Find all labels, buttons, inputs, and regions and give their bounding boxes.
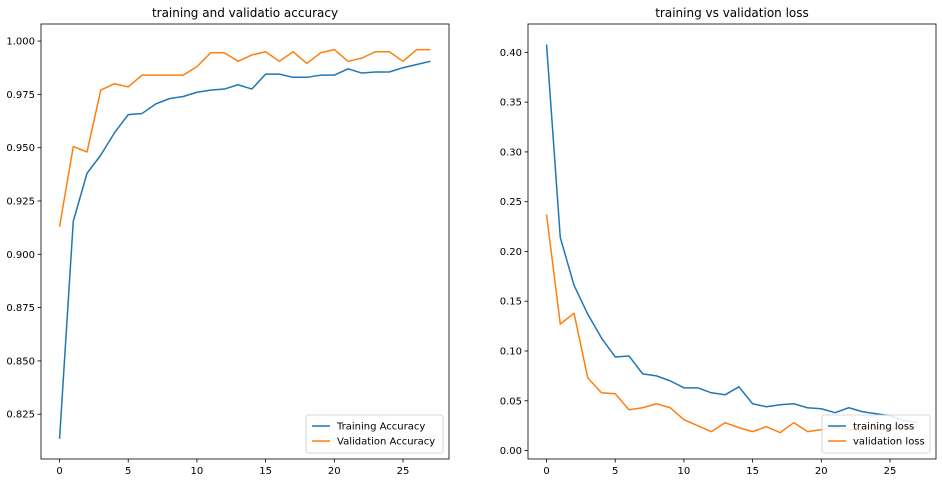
accuracy-y-tick-label: 0.950 bbox=[6, 143, 35, 154]
loss-y-tick-label: 0.15 bbox=[500, 297, 522, 308]
loss-x-tick-label: 5 bbox=[612, 466, 618, 477]
loss-y-tick-label: 0.25 bbox=[500, 197, 522, 208]
loss-y-tick-label: 0.00 bbox=[500, 446, 522, 457]
accuracy-y-tick-label: 0.875 bbox=[6, 303, 35, 314]
loss-x-tick-label: 25 bbox=[884, 466, 897, 477]
accuracy-y-tick-label: 0.925 bbox=[6, 196, 35, 207]
loss-y-tick-label: 0.20 bbox=[500, 247, 522, 258]
loss-y-tick-label: 0.10 bbox=[500, 346, 522, 357]
loss-x-tick-label: 20 bbox=[815, 466, 828, 477]
loss-series-line-training-loss bbox=[545, 44, 918, 424]
loss-x-tick-label: 0 bbox=[543, 466, 549, 477]
accuracy-x-tick-label: 5 bbox=[125, 466, 131, 477]
accuracy-legend: Training Accuracy Validation Accuracy bbox=[305, 414, 444, 454]
accuracy-chart: training and validatio accuracy 0 5 10 15 20… bbox=[6, 6, 450, 477]
accuracy-y-tick-label: 0.900 bbox=[6, 250, 35, 261]
loss-y-tick-label: 0.35 bbox=[500, 98, 522, 109]
accuracy-y-tick-label: 0.850 bbox=[6, 356, 35, 367]
loss-legend-label: training loss bbox=[853, 422, 914, 433]
loss-y-tick-label: 0.30 bbox=[500, 147, 522, 158]
accuracy-series-line-validation-accuracy bbox=[58, 48, 431, 227]
loss-y-tick-label: 0.05 bbox=[500, 396, 522, 407]
accuracy-y-tick-label: 0.975 bbox=[6, 90, 35, 101]
accuracy-chart-title: training and validatio accuracy bbox=[152, 6, 338, 20]
accuracy-legend-label: Training Accuracy bbox=[336, 422, 425, 433]
accuracy-y-tick-label: 1.000 bbox=[6, 37, 35, 48]
accuracy-series-line-training-accuracy bbox=[58, 60, 431, 439]
loss-series-line-validation-loss bbox=[545, 214, 918, 434]
accuracy-x-tick-label: 10 bbox=[191, 466, 204, 477]
accuracy-x-tick-label: 25 bbox=[397, 466, 410, 477]
loss-chart-title: training vs validation loss bbox=[655, 6, 809, 20]
loss-y-tick-label: 0.40 bbox=[500, 48, 522, 59]
accuracy-x-tick-label: 15 bbox=[259, 466, 272, 477]
loss-chart: training vs validation loss 0 5 10 15 20 25 0.… bbox=[500, 6, 937, 477]
accuracy-legend-box bbox=[305, 414, 444, 454]
accuracy-x-tick-label: 0 bbox=[56, 466, 62, 477]
loss-axes-frame bbox=[527, 23, 937, 460]
loss-legend: training loss validation loss bbox=[821, 414, 931, 454]
accuracy-y-tick-label: 0.825 bbox=[6, 410, 35, 421]
loss-legend-label: validation loss bbox=[853, 437, 925, 448]
accuracy-legend-label: Validation Accuracy bbox=[337, 437, 435, 448]
accuracy-x-tick-label: 20 bbox=[328, 466, 341, 477]
loss-legend-box bbox=[821, 414, 931, 454]
loss-x-tick-label: 10 bbox=[678, 466, 691, 477]
loss-x-tick-label: 15 bbox=[746, 466, 759, 477]
accuracy-axes-frame bbox=[40, 23, 450, 460]
